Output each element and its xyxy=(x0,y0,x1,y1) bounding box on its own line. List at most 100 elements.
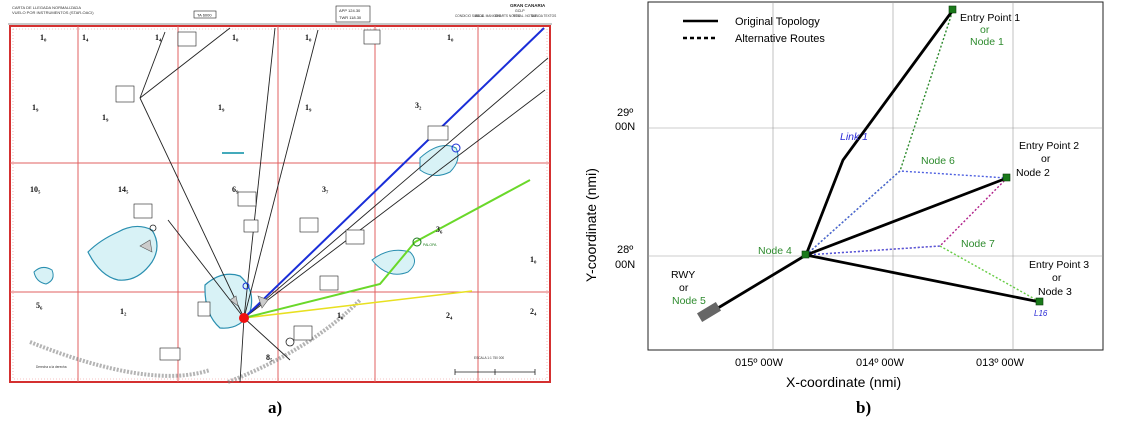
center-code-box xyxy=(193,10,217,19)
y-tick-29-deg: 29º xyxy=(617,107,633,119)
sector-label: 8₅ xyxy=(266,353,273,362)
header-col: SUBIDA TEXTOS xyxy=(531,14,556,18)
sector-label: 5₆ xyxy=(36,301,43,310)
sector-label: 3₇ xyxy=(322,185,329,194)
app-frequency: APP 124.30 xyxy=(339,8,361,13)
x-tick-labels: 015º 00W 014º 00W 013º 00W xyxy=(735,357,1025,369)
entry-point-2-label: Entry Point 2 xyxy=(1019,140,1079,152)
panel-a-approach-chart: CARTA DE LLEGADA NORMALIZADA VUELO POR I… xyxy=(0,0,560,418)
sector-label: 1₀ xyxy=(530,255,537,264)
sector-labels: 1₀ 1₄ 1₄ 1₀ 1₀ 1₀ 1₉ 1₉ 1₉ 1₉ 3₂ 10₅ 14₅… xyxy=(30,33,537,362)
node-2-label: Node 2 xyxy=(1016,167,1050,179)
vor-marker xyxy=(285,337,295,347)
rwy-or: or xyxy=(679,282,689,294)
procedure-boxes xyxy=(115,29,449,361)
link-1-label: Link 1 xyxy=(840,131,868,143)
yellow-route xyxy=(243,290,473,319)
frequency-box xyxy=(335,5,371,23)
sector-grid xyxy=(10,26,550,382)
sector-label: 1₀ xyxy=(447,33,454,42)
entry-point-3-label: Entry Point 3 xyxy=(1029,259,1089,271)
entry-point-3-or: or xyxy=(1052,272,1062,284)
node-1-marker xyxy=(948,5,957,14)
airport-code: GCLP xyxy=(515,9,525,13)
legend-original-topology: Original Topology xyxy=(735,16,820,28)
sector-label: 1₉ xyxy=(218,103,225,112)
entry-point-2-or: or xyxy=(1041,153,1051,165)
sector-label: 14₅ xyxy=(118,185,129,194)
node-7-label: Node 7 xyxy=(961,238,995,250)
node-3-label: Node 3 xyxy=(1038,286,1072,298)
original-topology xyxy=(707,9,1041,316)
alt-route-node6-node2 xyxy=(805,170,1008,256)
green-route xyxy=(243,179,531,319)
vor-marker xyxy=(242,282,250,290)
entry-point-1-label: Entry Point 1 xyxy=(960,12,1020,24)
bottom-note: Derecha a la derecha xyxy=(36,365,67,369)
y-tick-labels: 29º 00N 28º 00N xyxy=(615,107,635,271)
topology-svg: Original Topology Alternative Routes Ent… xyxy=(583,1,1104,417)
sector-label: 1₄ xyxy=(82,33,89,42)
link-node4-node3 xyxy=(805,253,1041,304)
sector-label: 1₉ xyxy=(102,113,109,122)
waypoint-circle xyxy=(412,237,422,247)
sector-label: 1₉ xyxy=(305,103,312,112)
islands xyxy=(33,145,459,329)
header-col: CONDICIO SUBIDA xyxy=(455,14,485,18)
node-6-label: Node 6 xyxy=(921,155,955,167)
center-code: TA 6000 xyxy=(197,13,212,18)
y-axis-label: Y-coordinate (nmi) xyxy=(583,168,599,282)
header-col: CHARTS NOTES xyxy=(495,14,520,18)
x-tick-015w: 015º 00W xyxy=(735,357,784,369)
nodes xyxy=(801,5,1044,306)
sector-label: 1₉ xyxy=(32,103,39,112)
sector-label: 1₀ xyxy=(337,311,344,320)
sector-label: 2₄ xyxy=(530,307,537,316)
legend: Original Topology Alternative Routes xyxy=(683,16,825,45)
water-label-mark xyxy=(222,152,244,154)
airport-name: GRAN CANARIA xyxy=(510,3,546,8)
grid-lines xyxy=(648,2,1103,350)
header-col: NOVAL. NOTAS xyxy=(513,14,536,18)
restricted-area-boundary xyxy=(29,298,362,384)
node-labels: Entry Point 1 or Node 1 Entry Point 2 or… xyxy=(671,12,1089,318)
link-node4-node2 xyxy=(805,176,1008,257)
panel-a-caption: a) xyxy=(268,398,282,417)
black-routes xyxy=(139,27,549,383)
blue-route xyxy=(243,27,545,319)
sector-label: 1₀ xyxy=(232,33,239,42)
sector-label: 1₀ xyxy=(305,33,312,42)
y-tick-28-hem: 00N xyxy=(615,259,635,271)
sector-label: 2₄ xyxy=(446,311,453,320)
x-tick-013w: 013º 00W xyxy=(976,357,1025,369)
node-4-label: Node 4 xyxy=(758,245,792,257)
tenerife-island xyxy=(87,225,158,281)
entry-point-1-or: or xyxy=(980,24,990,36)
header-col: BALIZ. MANIOBR. xyxy=(475,14,502,18)
waypoint-circle xyxy=(451,143,461,153)
vor-marker xyxy=(149,224,157,232)
map-frame-ticks xyxy=(12,28,548,380)
node-4-marker xyxy=(801,250,810,259)
twr-frequency: TWR 118.30 xyxy=(339,15,362,20)
alt-route-node7-node3 xyxy=(939,245,1041,303)
panel-b-topology-diagram: Original Topology Alternative Routes Ent… xyxy=(560,0,1121,418)
header-columns: CONDICIO SUBIDA BALIZ. MANIOBR. CHARTS N… xyxy=(455,14,556,18)
scale-bar: ESCALA 1:1 750 000 xyxy=(454,356,536,375)
map-frame xyxy=(9,25,551,383)
node-2-marker xyxy=(1002,173,1011,182)
rwy-label: RWY xyxy=(671,269,695,281)
sector-label: 1₂ xyxy=(120,307,127,316)
green-waypoint-label: PALOPA xyxy=(423,243,437,247)
sector-label: 6₉ xyxy=(232,185,239,194)
alternative-routes xyxy=(805,9,1041,303)
y-tick-29-hem: 00N xyxy=(615,121,635,133)
terrain-symbols xyxy=(139,239,269,309)
y-tick-28-deg: 28º xyxy=(617,244,633,256)
chart-subtitle: VUELO POR INSTRUMENTOS (STAR-OACI) xyxy=(12,10,94,15)
x-tick-014w: 014º 00W xyxy=(856,357,905,369)
approach-chart-svg: CARTA DE LLEGADA NORMALIZADA VUELO POR I… xyxy=(8,3,556,417)
sector-label: 1₄ xyxy=(155,33,162,42)
la-gomera-island xyxy=(33,266,54,285)
l16-label: L16 xyxy=(1034,309,1048,318)
